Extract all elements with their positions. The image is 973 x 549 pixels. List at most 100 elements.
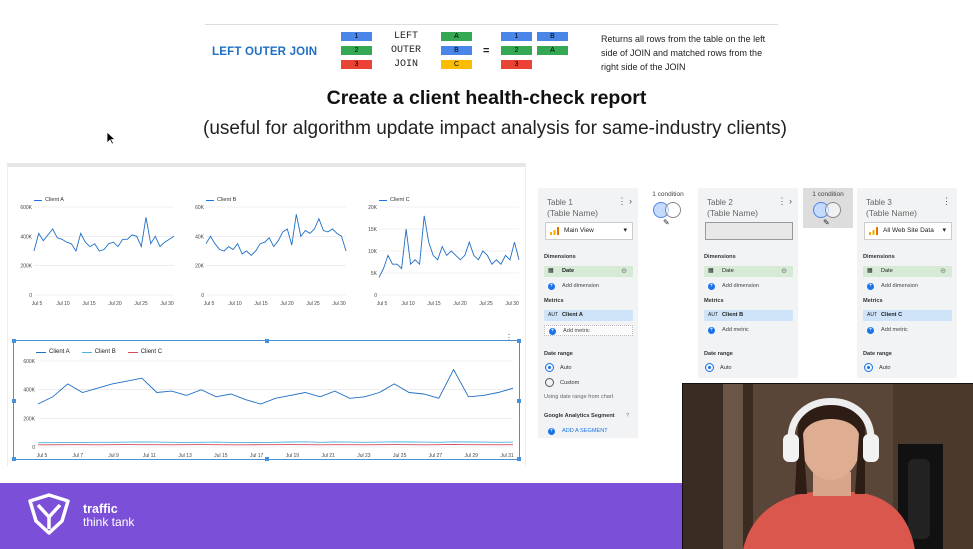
resize-handle[interactable]	[12, 457, 16, 461]
analytics-icon	[869, 227, 878, 235]
add-metric-button[interactable]: + Add metric	[863, 325, 952, 336]
y-tick-label: 10K	[368, 249, 378, 255]
help-icon[interactable]: ?	[626, 413, 630, 419]
metrics-label: Metrics	[704, 298, 724, 304]
pencil-icon[interactable]: ✎	[663, 218, 670, 227]
series-line	[205, 214, 347, 257]
y-tick-label: 40K	[195, 234, 205, 240]
table-name: (Table Name)	[707, 208, 759, 218]
join-result-left-2: 2	[501, 46, 532, 55]
x-tick-label: Jul 21	[321, 453, 335, 459]
data-blend-editor: Table 1 (Table Name) ⋮ › Main View ▾ Dimen…	[530, 186, 960, 440]
link-icon[interactable]: ⊝	[781, 268, 787, 275]
x-tick-label: Jul 20	[280, 301, 294, 307]
add-segment-button[interactable]: + ADD A SEGMENT	[544, 426, 633, 437]
add-dimension-button[interactable]: + Add dimension	[704, 281, 793, 292]
kebab-menu-icon[interactable]: ⋮	[505, 333, 513, 342]
metric-chip[interactable]: AUT Client A	[544, 310, 633, 321]
dimension-label: Date	[562, 268, 575, 274]
x-tick-label: Jul 15	[82, 301, 96, 307]
resize-handle[interactable]	[12, 399, 16, 403]
more-options-icon[interactable]: ⋮ ›	[617, 196, 633, 206]
add-dimension-button[interactable]: + Add dimension	[863, 281, 952, 292]
x-tick-label: Jul 30	[160, 301, 174, 307]
metric-chip[interactable]: AUT Client C	[863, 310, 952, 321]
y-tick-label: 600K	[23, 359, 35, 365]
join-title: LEFT OUTER JOIN	[212, 46, 318, 58]
data-source-select[interactable]: All Web Site Data ▾	[864, 222, 952, 240]
metric-label: Client A	[562, 312, 583, 318]
date-range-auto-radio[interactable]	[864, 363, 873, 372]
x-tick-label: Jul 9	[108, 453, 119, 459]
y-tick-label: 20K	[195, 264, 205, 270]
plus-icon: +	[708, 283, 715, 290]
aut-icon: AUT	[708, 312, 718, 318]
join-condition-1[interactable]: 1 condition ✎	[643, 188, 693, 228]
date-range-auto-radio[interactable]	[705, 363, 714, 372]
data-source-select[interactable]	[705, 222, 793, 240]
join-left-box-1: 1	[341, 32, 372, 41]
dimensions-label: Dimensions	[704, 254, 736, 260]
x-tick-label: Jul 30	[332, 301, 346, 307]
dimension-chip-date[interactable]: ▦ Date ⊝	[544, 266, 633, 277]
resize-handle[interactable]	[517, 457, 521, 461]
more-options-icon[interactable]: ⋮	[942, 196, 951, 206]
table-heading: Table 3 (Table Name)	[866, 198, 917, 218]
y-tick-label: 15K	[368, 227, 378, 233]
report-canvas: Client A 600K 400K 200K 0 Jul 5 Jul 10 Jul 15 J…	[7, 163, 526, 466]
resize-handle[interactable]	[265, 339, 269, 343]
join-result-right-b: B	[537, 32, 568, 41]
resize-handle[interactable]	[12, 339, 16, 343]
add-metric-button[interactable]: + Add metric	[704, 325, 793, 336]
calendar-icon: ▦	[867, 268, 873, 274]
x-tick-label: Jul 5	[377, 301, 388, 307]
resize-handle[interactable]	[517, 399, 521, 403]
metric-chip[interactable]: AUT Client B	[704, 310, 793, 321]
brand-name-line-2: think tank	[83, 515, 135, 529]
pencil-icon[interactable]: ✎	[823, 218, 830, 227]
venn-right-circle	[825, 202, 841, 218]
legend-label: Client B	[94, 349, 116, 355]
x-tick-label: Jul 5	[204, 301, 215, 307]
x-tick-label: Jul 25	[134, 301, 148, 307]
plus-icon: +	[548, 283, 555, 290]
dimension-chip-date[interactable]: ▦ Date ⊝	[704, 266, 793, 277]
custom-label: Custom	[560, 380, 580, 386]
slide-subtitle: (useful for algorithm update impact anal…	[203, 118, 787, 139]
client-a-chart[interactable]: Client A 600K 400K 200K 0 Jul 5 Jul 10 Jul 15 J…	[8, 197, 178, 307]
metric-label: Client C	[881, 312, 903, 318]
join-mid-box-c: C	[441, 60, 472, 69]
more-options-icon[interactable]: ⋮ ›	[777, 196, 793, 206]
dimension-chip-date[interactable]: ▦ Date ⊝	[863, 266, 952, 277]
metric-label: Client B	[722, 312, 744, 318]
client-b-line	[38, 441, 514, 444]
plus-icon: +	[548, 428, 555, 435]
client-b-chart[interactable]: Client B 60K 40K 20K 0 Jul 5 Jul 10 Jul 15 Jul …	[180, 197, 350, 307]
resize-handle[interactable]	[517, 339, 521, 343]
date-range-auto-radio[interactable]	[545, 363, 554, 372]
chart-legend: Client B	[206, 197, 236, 203]
table-title: Table 3	[866, 198, 892, 207]
x-tick-label: Jul 15	[214, 453, 228, 459]
join-equals: =	[483, 45, 490, 57]
add-metric-button[interactable]: + Add metric	[544, 325, 633, 336]
condition-label: 1 condition	[652, 191, 684, 198]
link-icon[interactable]: ⊝	[940, 268, 946, 275]
client-c-chart[interactable]: Client C 20K 15K 10K 5K 0 Jul 5 Jul 10 Jul 15 Ju…	[353, 197, 523, 307]
resize-handle[interactable]	[265, 457, 269, 461]
join-condition-2[interactable]: 1 condition ✎	[803, 188, 853, 228]
x-tick-label: Jul 20	[108, 301, 122, 307]
link-icon[interactable]: ⊝	[621, 268, 627, 275]
x-tick-label: Jul 29	[465, 453, 479, 459]
data-source-select[interactable]: Main View ▾	[545, 222, 633, 240]
legend-label: Client B	[217, 197, 237, 203]
combined-clients-chart[interactable]: ⋮ Client A Client B Client C 600K 400K 200…	[12, 333, 521, 461]
table-title: Table 2	[707, 198, 733, 207]
x-tick-label: Jul 23	[357, 453, 371, 459]
add-dimension-button[interactable]: + Add dimension	[544, 281, 633, 292]
join-word-outer: OUTER	[390, 45, 421, 56]
y-tick-label: 400K	[23, 388, 35, 394]
venn-right-circle	[665, 202, 681, 218]
date-range-custom-radio[interactable]	[545, 378, 554, 387]
